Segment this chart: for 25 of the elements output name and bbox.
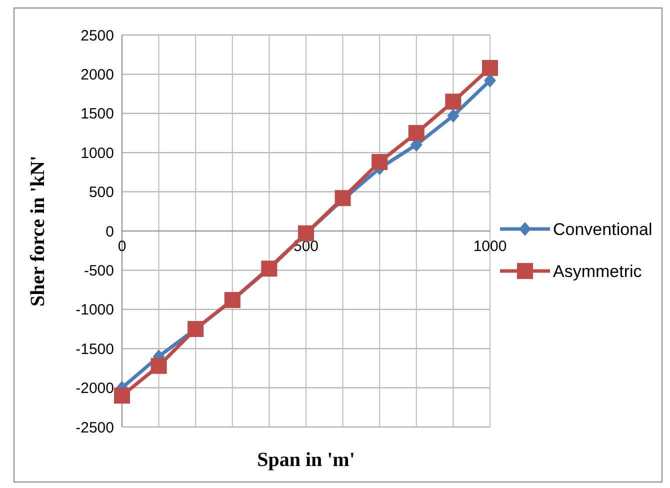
- point: [445, 94, 462, 110]
- point: [114, 388, 130, 404]
- y-tick-label: -1500: [76, 340, 114, 358]
- y-tick-label: 1500: [80, 106, 114, 123]
- legend-label: Conventional: [553, 220, 652, 239]
- point: [482, 60, 498, 76]
- point: [150, 358, 167, 374]
- x-axis-title: Span in 'm': [257, 449, 355, 471]
- y-tick-label: 0: [106, 223, 114, 240]
- y-tick-label: -1000: [76, 302, 114, 319]
- y-axis-title: Sher force in 'kN': [27, 156, 49, 306]
- y-tick-label: 1000: [80, 144, 114, 162]
- point: [334, 190, 351, 206]
- y-tick-label: -2500: [76, 419, 114, 436]
- x-tick-label: 0: [118, 238, 126, 255]
- y-tick-label: 500: [88, 184, 114, 202]
- point: [447, 108, 460, 123]
- legend-label: Asymmetric: [553, 262, 642, 281]
- point: [372, 154, 388, 170]
- y-tick-label: -500: [84, 262, 114, 280]
- x-tick-label: 1000: [473, 238, 507, 255]
- y-tick-label: -2000: [76, 380, 114, 398]
- point: [408, 125, 424, 141]
- y-tick-label: 2500: [80, 27, 114, 44]
- y-tick-label: 2000: [80, 66, 114, 84]
